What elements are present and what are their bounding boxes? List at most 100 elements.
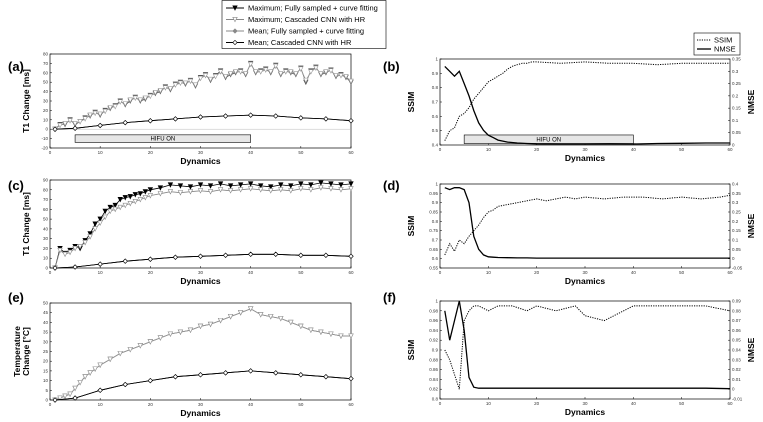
data-point [338,333,344,339]
data-point [117,350,123,357]
y2-tick-label: -0.05 [732,266,743,271]
legend-label: Mean; Fully sampled + curve fitting [248,27,364,36]
y2-tick-label: 0 [732,256,735,261]
data-point [82,374,88,380]
data-point [62,393,68,399]
x-axis-label: Dynamics [565,276,605,286]
data-point [247,306,254,312]
y2-tick-label: 0.09 [732,299,741,304]
y2-tick-label: 0.01 [732,377,741,382]
y-tick-label: 30 [43,339,49,344]
data-point [137,191,143,197]
x-tick-label: 0 [49,402,52,407]
y-tick-label: 20 [43,359,49,364]
y2-tick-label: 0 [732,143,735,148]
series-3 [52,251,354,271]
y2-tick-label: 0.06 [732,328,741,333]
x-tick-label: 30 [198,150,204,155]
x-tick-label: 40 [631,270,637,275]
data-point [268,188,274,194]
data-point [152,90,159,96]
x-tick-label: 60 [348,270,354,275]
data-point [147,93,154,100]
x-axis-label: Dynamics [180,408,220,418]
data-point [248,251,254,257]
x-tick-label: 20 [148,270,154,275]
legend-left: Maximum; Fully sampled + curve fitting Ma… [221,0,387,49]
x-tick-label: 20 [534,147,540,152]
data-point [338,73,344,79]
data-point [212,74,219,80]
data-point [167,189,174,195]
y-tick-label: 0.4 [432,143,439,148]
panel-d: (d)0 10 20 30 40 50 600.550.60.650.70.750.80.8… [383,178,756,286]
y2-tick-label: -0.01 [732,397,743,402]
data-point [258,312,264,318]
data-point [132,199,138,205]
y-tick-label: 0.86 [429,367,438,372]
x-axis-label: Dynamics [565,153,605,163]
data-point [187,78,194,85]
plot-frame [439,183,731,269]
data-point [207,189,214,195]
panel-label: (b) [383,59,400,74]
x-tick-label: 50 [679,147,685,152]
y-tick-label: 0.9 [432,348,439,353]
data-point [217,181,224,187]
y-tick-label: 0.6 [432,114,439,119]
series-1 [444,65,730,145]
data-point [57,122,63,129]
data-point [87,231,93,237]
x-tick-label: 60 [348,402,354,407]
data-point [197,323,204,330]
y-tick-label: 0.88 [429,357,438,362]
series-line [444,305,731,390]
data-point [288,69,294,75]
data-point [102,108,108,115]
data-point [147,339,154,345]
legend-label: Maximum; Fully sampled + curve fitting [248,4,378,13]
y2-axis-label: NMSE [746,337,756,362]
data-point [293,71,299,77]
data-point [67,118,73,124]
data-point [328,68,334,74]
y2-tick-label: 0 [732,387,735,392]
x-tick-label: 0 [49,150,52,155]
x-axis-label: Dynamics [180,156,220,166]
series-3 [52,112,354,132]
data-point [222,370,229,376]
data-point [227,314,234,320]
data-point [147,118,153,124]
y-tick-label: -10 [41,136,48,141]
data-point [97,111,103,118]
data-point [127,97,133,103]
x-tick-label: 10 [98,150,104,155]
series-line [444,194,731,256]
data-point [197,188,204,194]
data-point [227,188,234,194]
data-point [67,249,73,256]
data-point [318,71,324,77]
data-point [177,183,184,189]
data-point [323,374,329,380]
hifu-box [74,134,251,143]
data-point [177,80,184,87]
data-point [252,69,259,75]
y2-axis-label: NMSE [746,213,756,238]
data-point [92,226,98,232]
y2-tick-label: 0.35 [732,191,741,196]
data-point [207,183,214,189]
x-tick-label: 30 [198,270,204,275]
data-point [107,208,113,215]
y-tick-label: 20 [43,246,49,251]
y-tick-label: 80 [43,187,49,192]
data-point [122,195,128,201]
y-tick-label: 1 [435,299,438,304]
y2-tick-label: 0.03 [732,357,741,362]
plot-frame [439,58,731,146]
data-point [303,77,309,84]
data-point [217,187,224,193]
x-tick-label: 20 [148,402,154,407]
x-tick-label: 60 [727,270,733,275]
